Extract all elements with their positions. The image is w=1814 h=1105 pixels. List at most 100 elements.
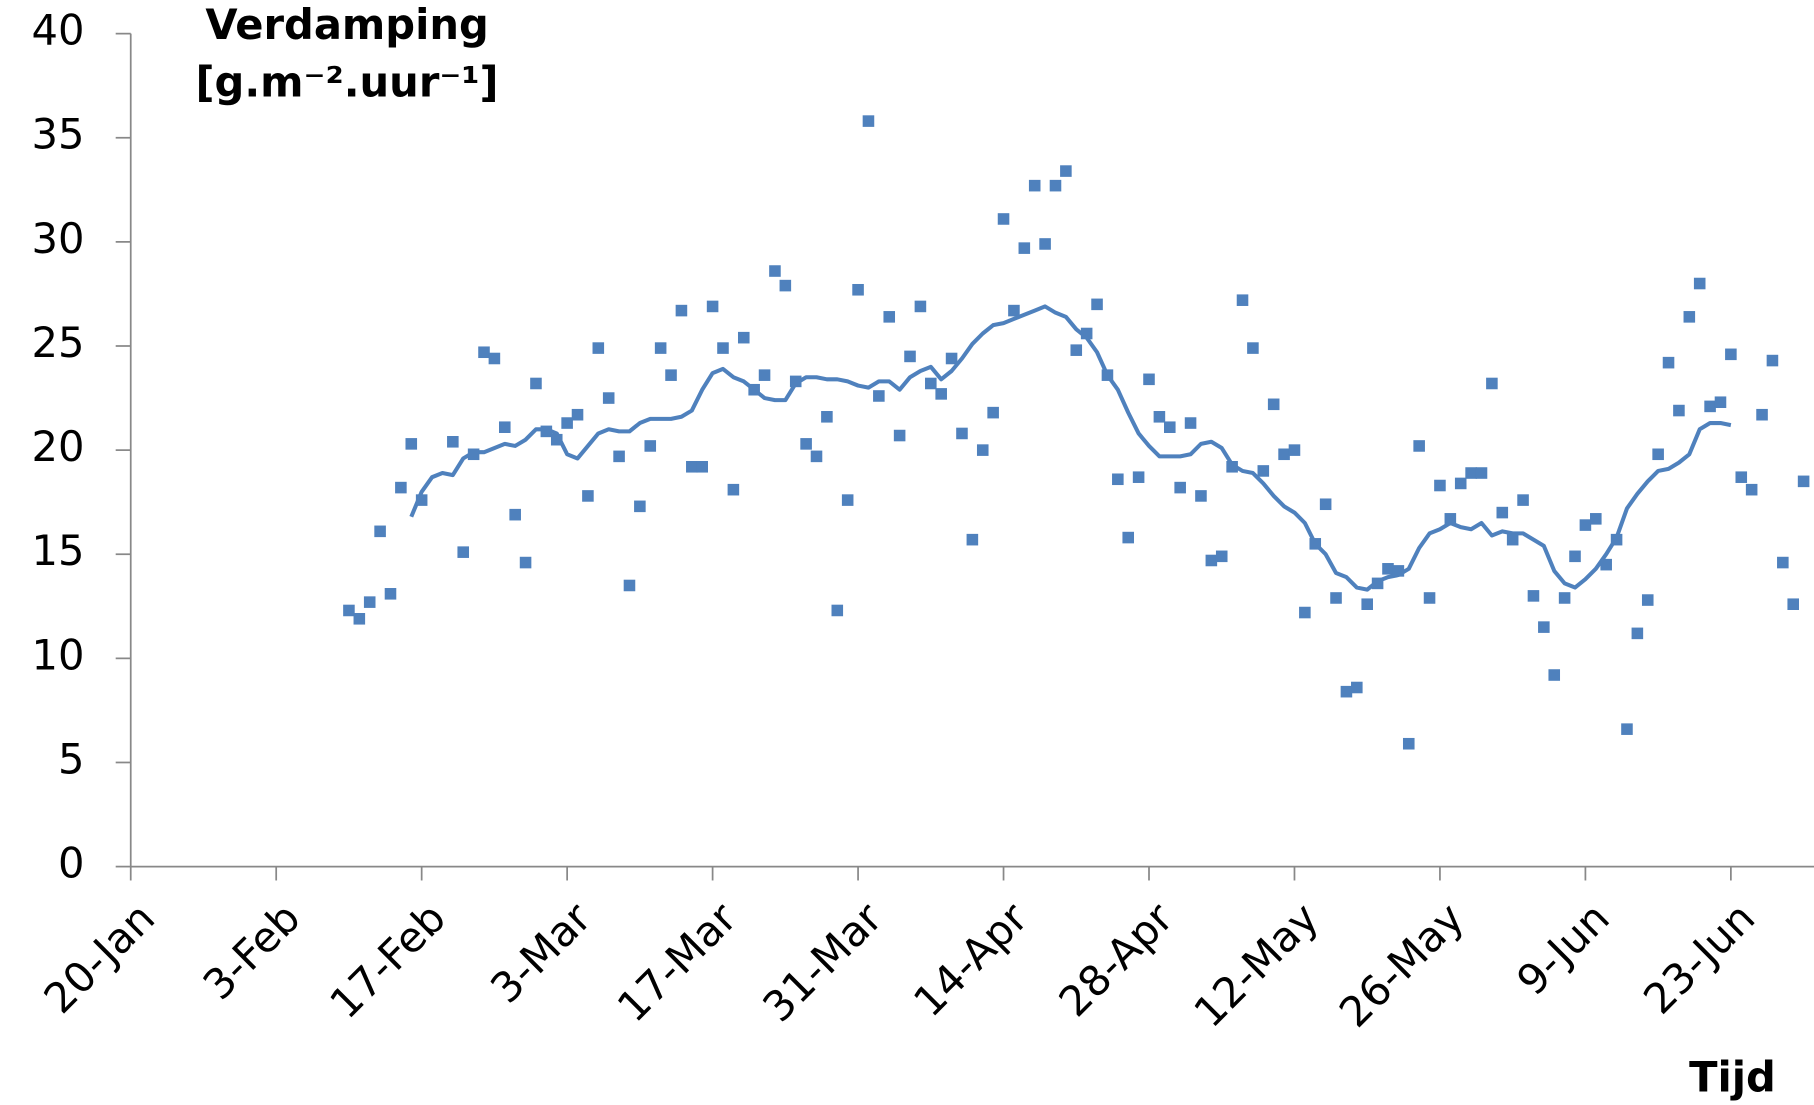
- point: [1538, 621, 1550, 633]
- point: [945, 352, 958, 365]
- point: [914, 300, 927, 313]
- point: [831, 604, 844, 617]
- y-tick-label: 20: [31, 422, 84, 471]
- point: [1205, 554, 1218, 567]
- point: [1382, 563, 1394, 575]
- point: [696, 460, 708, 473]
- point: [1351, 681, 1363, 694]
- point: [1153, 411, 1166, 423]
- point: [1797, 475, 1810, 488]
- point: [737, 331, 750, 344]
- point: [1319, 498, 1332, 511]
- point: [686, 460, 698, 473]
- point: [1112, 473, 1124, 486]
- x-tick-label: 28-Apr: [1049, 892, 1183, 1026]
- point: [1278, 448, 1290, 461]
- point: [405, 438, 418, 450]
- point: [758, 369, 771, 381]
- point: [478, 346, 490, 359]
- point: [821, 411, 833, 423]
- point: [1309, 538, 1322, 550]
- point: [1247, 342, 1259, 354]
- point: [1662, 356, 1675, 369]
- point: [1652, 448, 1664, 461]
- point: [1143, 373, 1155, 386]
- point: [893, 429, 906, 442]
- point: [1641, 594, 1654, 606]
- point: [1579, 519, 1592, 531]
- point: [727, 483, 740, 496]
- point: [810, 450, 823, 463]
- point: [925, 377, 937, 390]
- y-tick-label: 25: [31, 318, 84, 367]
- point: [1049, 179, 1062, 192]
- y-tick-label: 5: [58, 734, 84, 783]
- point: [873, 390, 885, 402]
- point: [1486, 377, 1498, 390]
- point: [789, 375, 802, 388]
- point: [1444, 513, 1457, 525]
- point: [1465, 467, 1477, 479]
- point: [748, 383, 760, 396]
- y-tick-label: 40: [31, 6, 84, 55]
- point: [1060, 165, 1072, 177]
- x-tick-label: 26-May: [1330, 893, 1474, 1037]
- point: [499, 421, 511, 433]
- point: [935, 388, 947, 400]
- point: [457, 546, 470, 558]
- point: [623, 579, 636, 592]
- point: [1226, 460, 1238, 473]
- x-tick-label: 9-Jun: [1507, 893, 1619, 1005]
- point: [343, 604, 355, 617]
- point: [1340, 685, 1353, 698]
- point: [384, 588, 397, 600]
- point: [1569, 550, 1581, 563]
- y-tick-label: 10: [31, 630, 84, 679]
- point: [395, 481, 407, 494]
- point: [966, 533, 979, 546]
- point: [1091, 298, 1103, 311]
- point: [1683, 311, 1696, 323]
- point: [1496, 506, 1509, 519]
- point: [956, 427, 968, 440]
- x-tick-label: 23-Jun: [1634, 893, 1764, 1023]
- point: [1506, 533, 1519, 546]
- point: [1402, 737, 1415, 750]
- point: [1132, 471, 1145, 483]
- x-tick-label: 12-May: [1184, 893, 1328, 1037]
- point: [1174, 481, 1186, 494]
- point: [447, 436, 459, 448]
- point: [1423, 592, 1436, 604]
- x-tick-label: 3-Mar: [481, 892, 601, 1012]
- y-tick-label: 0: [58, 839, 84, 888]
- y-axis-label: [g.m⁻².uur⁻¹]: [196, 58, 499, 107]
- point: [1028, 179, 1041, 192]
- point: [904, 350, 916, 363]
- point: [1288, 444, 1301, 456]
- point: [883, 311, 896, 323]
- point: [1745, 483, 1758, 496]
- point: [1631, 627, 1644, 640]
- x-tick-label: 31-Mar: [753, 892, 892, 1031]
- point: [540, 425, 553, 438]
- point: [530, 377, 542, 390]
- x-tick-label: 17-Feb: [320, 893, 455, 1028]
- x-axis-label: Tijd: [1689, 1053, 1776, 1102]
- point: [706, 300, 719, 313]
- point: [571, 408, 584, 421]
- point: [1766, 354, 1779, 367]
- x-tick-label: 14-Apr: [904, 892, 1038, 1026]
- y-tick-label: 30: [31, 214, 84, 263]
- point: [1610, 533, 1623, 546]
- point: [1392, 565, 1405, 577]
- x-tick-label: 17-Mar: [608, 892, 747, 1031]
- point: [1725, 348, 1737, 361]
- point: [1475, 467, 1488, 479]
- point: [1434, 479, 1446, 492]
- point: [1693, 277, 1706, 290]
- point: [1558, 592, 1571, 604]
- point: [509, 508, 521, 521]
- point: [1267, 398, 1280, 411]
- point: [1039, 238, 1051, 250]
- point: [561, 417, 573, 429]
